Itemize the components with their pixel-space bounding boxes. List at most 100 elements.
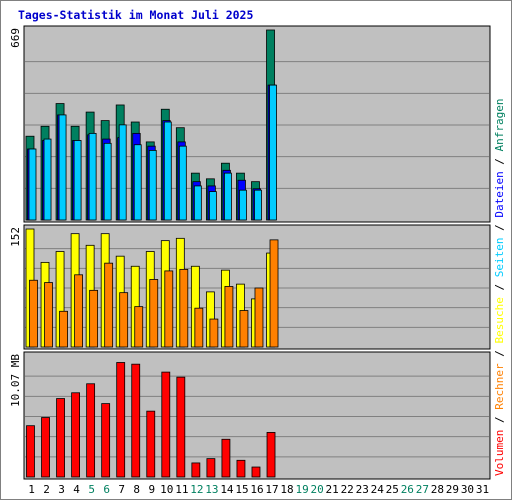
bar-volumen-day-5 [86, 383, 96, 478]
bar-volumen-day-17 [266, 432, 276, 478]
bar-rechner-day-5 [89, 289, 99, 348]
bar-rechner-day-3 [59, 310, 68, 348]
panel-middle: 152 [9, 224, 491, 350]
panel-middle-max-label: 152 [9, 227, 22, 247]
x-tick-label-day-15: 15 [235, 483, 248, 496]
bar-seiten-day-7 [118, 124, 127, 221]
bar-seiten-day-5 [88, 132, 97, 221]
bar-volumen-day-6 [101, 403, 111, 478]
bar-volumen-day-10 [161, 371, 171, 478]
bar-seiten-day-1 [28, 148, 37, 221]
bar-rechner-day-2 [44, 282, 53, 348]
x-tick-label-day-21: 21 [326, 483, 339, 496]
bar-rechner-day-13 [209, 318, 219, 348]
x-tick-label-day-16: 16 [250, 483, 263, 496]
bar-rechner-day-11 [179, 268, 189, 348]
legend-separator: / [493, 277, 506, 297]
bar-volumen-day-15 [236, 459, 246, 478]
bar-rechner-day-15 [239, 310, 249, 348]
x-tick-label-day-31: 31 [476, 483, 489, 496]
bar-seiten-day-17 [269, 84, 277, 221]
bar-seiten-day-8 [133, 144, 142, 221]
bar-rechner-day-7 [119, 292, 129, 348]
legend-separator: / [493, 410, 506, 430]
x-tick-label-day-10: 10 [160, 483, 173, 496]
x-tick-label-day-8: 8 [133, 483, 140, 496]
bar-rechner-day-17 [269, 239, 279, 348]
legend-item-anfragen: Anfragen [493, 98, 506, 151]
bar-seiten-day-4 [73, 140, 82, 221]
bar-rechner-day-9 [149, 279, 159, 348]
bar-rechner-day-14 [224, 286, 234, 348]
legend-item-besuche: Besuche [493, 297, 506, 343]
panel-top-max-label: 669 [9, 28, 22, 48]
x-tick-label-day-11: 11 [175, 483, 188, 496]
bar-rechner-day-6 [104, 262, 114, 348]
bar-seiten-day-3 [58, 114, 67, 221]
x-tick-label-day-2: 2 [43, 483, 50, 496]
x-tick-label-day-5: 5 [88, 483, 95, 496]
x-tick-label-day-14: 14 [220, 483, 234, 496]
bar-volumen-day-3 [56, 398, 65, 478]
x-tick-label-day-6: 6 [103, 483, 110, 496]
x-tick-label-day-7: 7 [118, 483, 125, 496]
legend-item-rechner: Rechner [493, 363, 506, 410]
chart-title: Tages-Statistik im Monat Juli 2025 [18, 8, 253, 22]
panel-top: 669 [9, 25, 491, 223]
legend-separator: / [493, 218, 506, 238]
bar-seiten-day-9 [148, 150, 157, 221]
panels: 669 152 10.07 MB [9, 25, 491, 480]
legend-item-seiten: Seiten [493, 238, 506, 278]
bar-seiten-day-6 [103, 142, 112, 221]
bar-seiten-day-13 [208, 191, 217, 221]
x-tick-label-day-18: 18 [280, 483, 293, 496]
bar-volumen-day-16 [251, 466, 261, 478]
x-tick-label-day-13: 13 [205, 483, 218, 496]
legend-item-volumen: Volumen [493, 430, 506, 476]
bar-rechner-day-4 [74, 274, 83, 348]
bar-volumen-day-8 [131, 363, 141, 478]
x-tick-label-day-19: 19 [295, 483, 308, 496]
bar-volumen-day-9 [146, 410, 156, 478]
bar-volumen-day-2 [41, 417, 50, 478]
bar-rechner-day-10 [164, 270, 174, 348]
legend-separator: / [493, 151, 506, 171]
x-tick-label-day-20: 20 [311, 483, 324, 496]
bar-seiten-day-15 [239, 189, 247, 221]
bar-volumen-day-7 [116, 362, 126, 478]
bar-volumen-day-14 [221, 438, 231, 478]
bar-volumen-day-12 [191, 462, 201, 478]
bar-rechner-day-12 [194, 307, 204, 348]
bar-rechner-day-16 [254, 287, 264, 348]
bar-volumen-day-1 [26, 425, 35, 478]
x-tick-label-day-24: 24 [371, 483, 385, 496]
x-tick-label-day-22: 22 [341, 483, 354, 496]
panel-bottom: 10.07 MB [9, 351, 491, 480]
x-tick-label-day-25: 25 [386, 483, 399, 496]
x-tick-label-day-29: 29 [446, 483, 459, 496]
x-tick-label-day-1: 1 [28, 483, 35, 496]
x-tick-label-day-23: 23 [356, 483, 369, 496]
x-tick-label-day-30: 30 [461, 483, 474, 496]
bar-seiten-day-11 [178, 145, 187, 221]
bar-volumen-day-4 [71, 392, 80, 478]
bar-seiten-day-2 [43, 138, 52, 221]
bar-volumen-day-11 [176, 376, 186, 478]
bar-seiten-day-16 [254, 189, 262, 221]
x-tick-label-day-27: 27 [416, 483, 429, 496]
x-tick-label-day-4: 4 [73, 483, 80, 496]
bar-seiten-day-14 [224, 172, 232, 221]
x-tick-label-day-12: 12 [190, 483, 203, 496]
bar-rechner-day-1 [29, 279, 38, 348]
bar-seiten-day-12 [193, 185, 202, 221]
x-tick-label-day-17: 17 [265, 483, 278, 496]
bar-volumen-day-13 [206, 458, 216, 478]
legend: Volumen / Rechner / Besuche / Seiten / D… [493, 98, 506, 476]
bar-rechner-day-8 [134, 306, 144, 348]
legend-separator: / [493, 344, 506, 364]
panel-bottom-max-label: 10.07 MB [9, 354, 22, 407]
x-tick-label-day-28: 28 [431, 483, 444, 496]
bar-seiten-day-10 [163, 121, 172, 221]
